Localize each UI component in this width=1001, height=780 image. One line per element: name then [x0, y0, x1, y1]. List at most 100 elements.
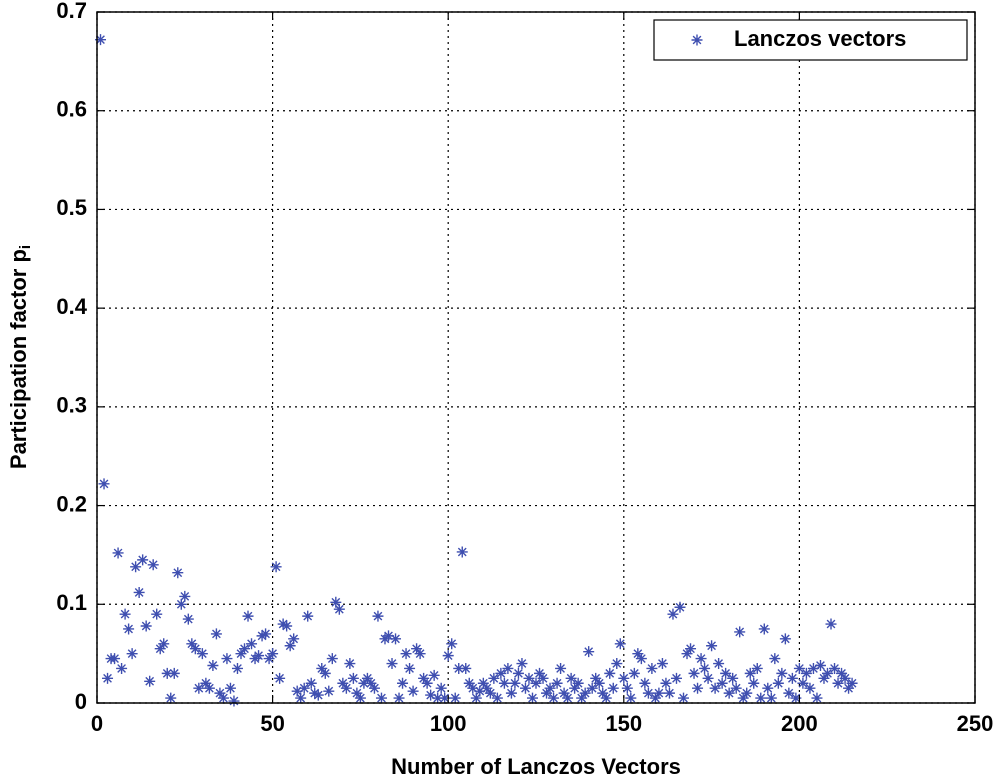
point — [411, 643, 423, 655]
point — [302, 610, 314, 622]
point — [288, 633, 300, 645]
point — [537, 672, 549, 684]
point — [179, 590, 191, 602]
point — [607, 682, 619, 694]
point — [214, 687, 226, 699]
y-tick-label: 0 — [75, 689, 87, 714]
y-axis-label-group: Participation factor pi — [6, 245, 34, 469]
y-tick-label: 0.6 — [56, 97, 87, 122]
point — [351, 687, 363, 699]
point — [347, 672, 359, 684]
point — [639, 677, 651, 689]
point — [579, 687, 591, 699]
point — [695, 653, 707, 665]
point — [530, 677, 542, 689]
point — [491, 692, 503, 704]
point — [681, 648, 693, 660]
point — [800, 667, 812, 679]
point — [751, 662, 763, 674]
point — [534, 667, 546, 679]
point — [846, 677, 858, 689]
marks — [95, 34, 858, 707]
point — [653, 687, 665, 699]
point — [692, 682, 704, 694]
point — [161, 667, 173, 679]
point — [769, 653, 781, 665]
point — [372, 610, 384, 622]
point — [814, 659, 826, 671]
point — [495, 667, 507, 679]
point — [678, 692, 690, 704]
point — [562, 692, 574, 704]
point — [418, 672, 430, 684]
point — [509, 677, 521, 689]
y-axis-label-main: Participation factor p — [6, 249, 31, 469]
point — [365, 677, 377, 689]
point — [203, 682, 215, 694]
point — [337, 677, 349, 689]
point — [390, 633, 402, 645]
point — [463, 677, 475, 689]
point — [481, 682, 493, 694]
point — [112, 547, 124, 559]
point — [95, 34, 107, 46]
point — [502, 662, 514, 674]
point — [102, 672, 114, 684]
point — [330, 596, 342, 608]
point — [446, 638, 458, 650]
point — [586, 682, 598, 694]
point — [467, 682, 479, 694]
point — [720, 667, 732, 679]
point — [295, 692, 307, 704]
point — [193, 682, 205, 694]
point — [748, 677, 760, 689]
point — [210, 628, 222, 640]
point — [333, 603, 345, 615]
point — [123, 623, 135, 635]
point — [541, 687, 553, 699]
point — [316, 662, 328, 674]
point — [368, 682, 380, 694]
point — [611, 658, 623, 670]
point — [242, 610, 254, 622]
legend-label: Lanczos vectors — [734, 26, 906, 51]
point — [723, 687, 735, 699]
point — [140, 620, 152, 632]
point — [147, 559, 159, 571]
point — [319, 667, 331, 679]
point — [404, 662, 416, 674]
point — [555, 662, 567, 674]
point — [688, 667, 700, 679]
point — [231, 662, 243, 674]
point — [375, 692, 387, 704]
point — [583, 646, 595, 658]
point — [811, 692, 823, 704]
point — [839, 672, 851, 684]
point — [730, 682, 742, 694]
point — [439, 692, 451, 704]
point — [604, 667, 616, 679]
point — [674, 601, 686, 613]
point — [305, 677, 317, 689]
point — [548, 692, 560, 704]
point — [526, 692, 538, 704]
point — [323, 685, 335, 697]
point — [340, 682, 352, 694]
point — [344, 658, 356, 670]
y-tick-label: 0.2 — [56, 491, 87, 516]
point — [590, 672, 602, 684]
point — [741, 687, 753, 699]
point — [284, 640, 296, 652]
point — [309, 687, 321, 699]
point — [484, 687, 496, 699]
point — [516, 658, 528, 670]
x-axis-label: Number of Lanczos Vectors — [391, 754, 681, 779]
point — [593, 677, 605, 689]
point — [221, 653, 233, 665]
point — [836, 667, 848, 679]
point — [804, 682, 816, 694]
point — [137, 554, 149, 566]
point — [182, 613, 194, 625]
point — [144, 675, 156, 687]
point — [270, 561, 282, 573]
